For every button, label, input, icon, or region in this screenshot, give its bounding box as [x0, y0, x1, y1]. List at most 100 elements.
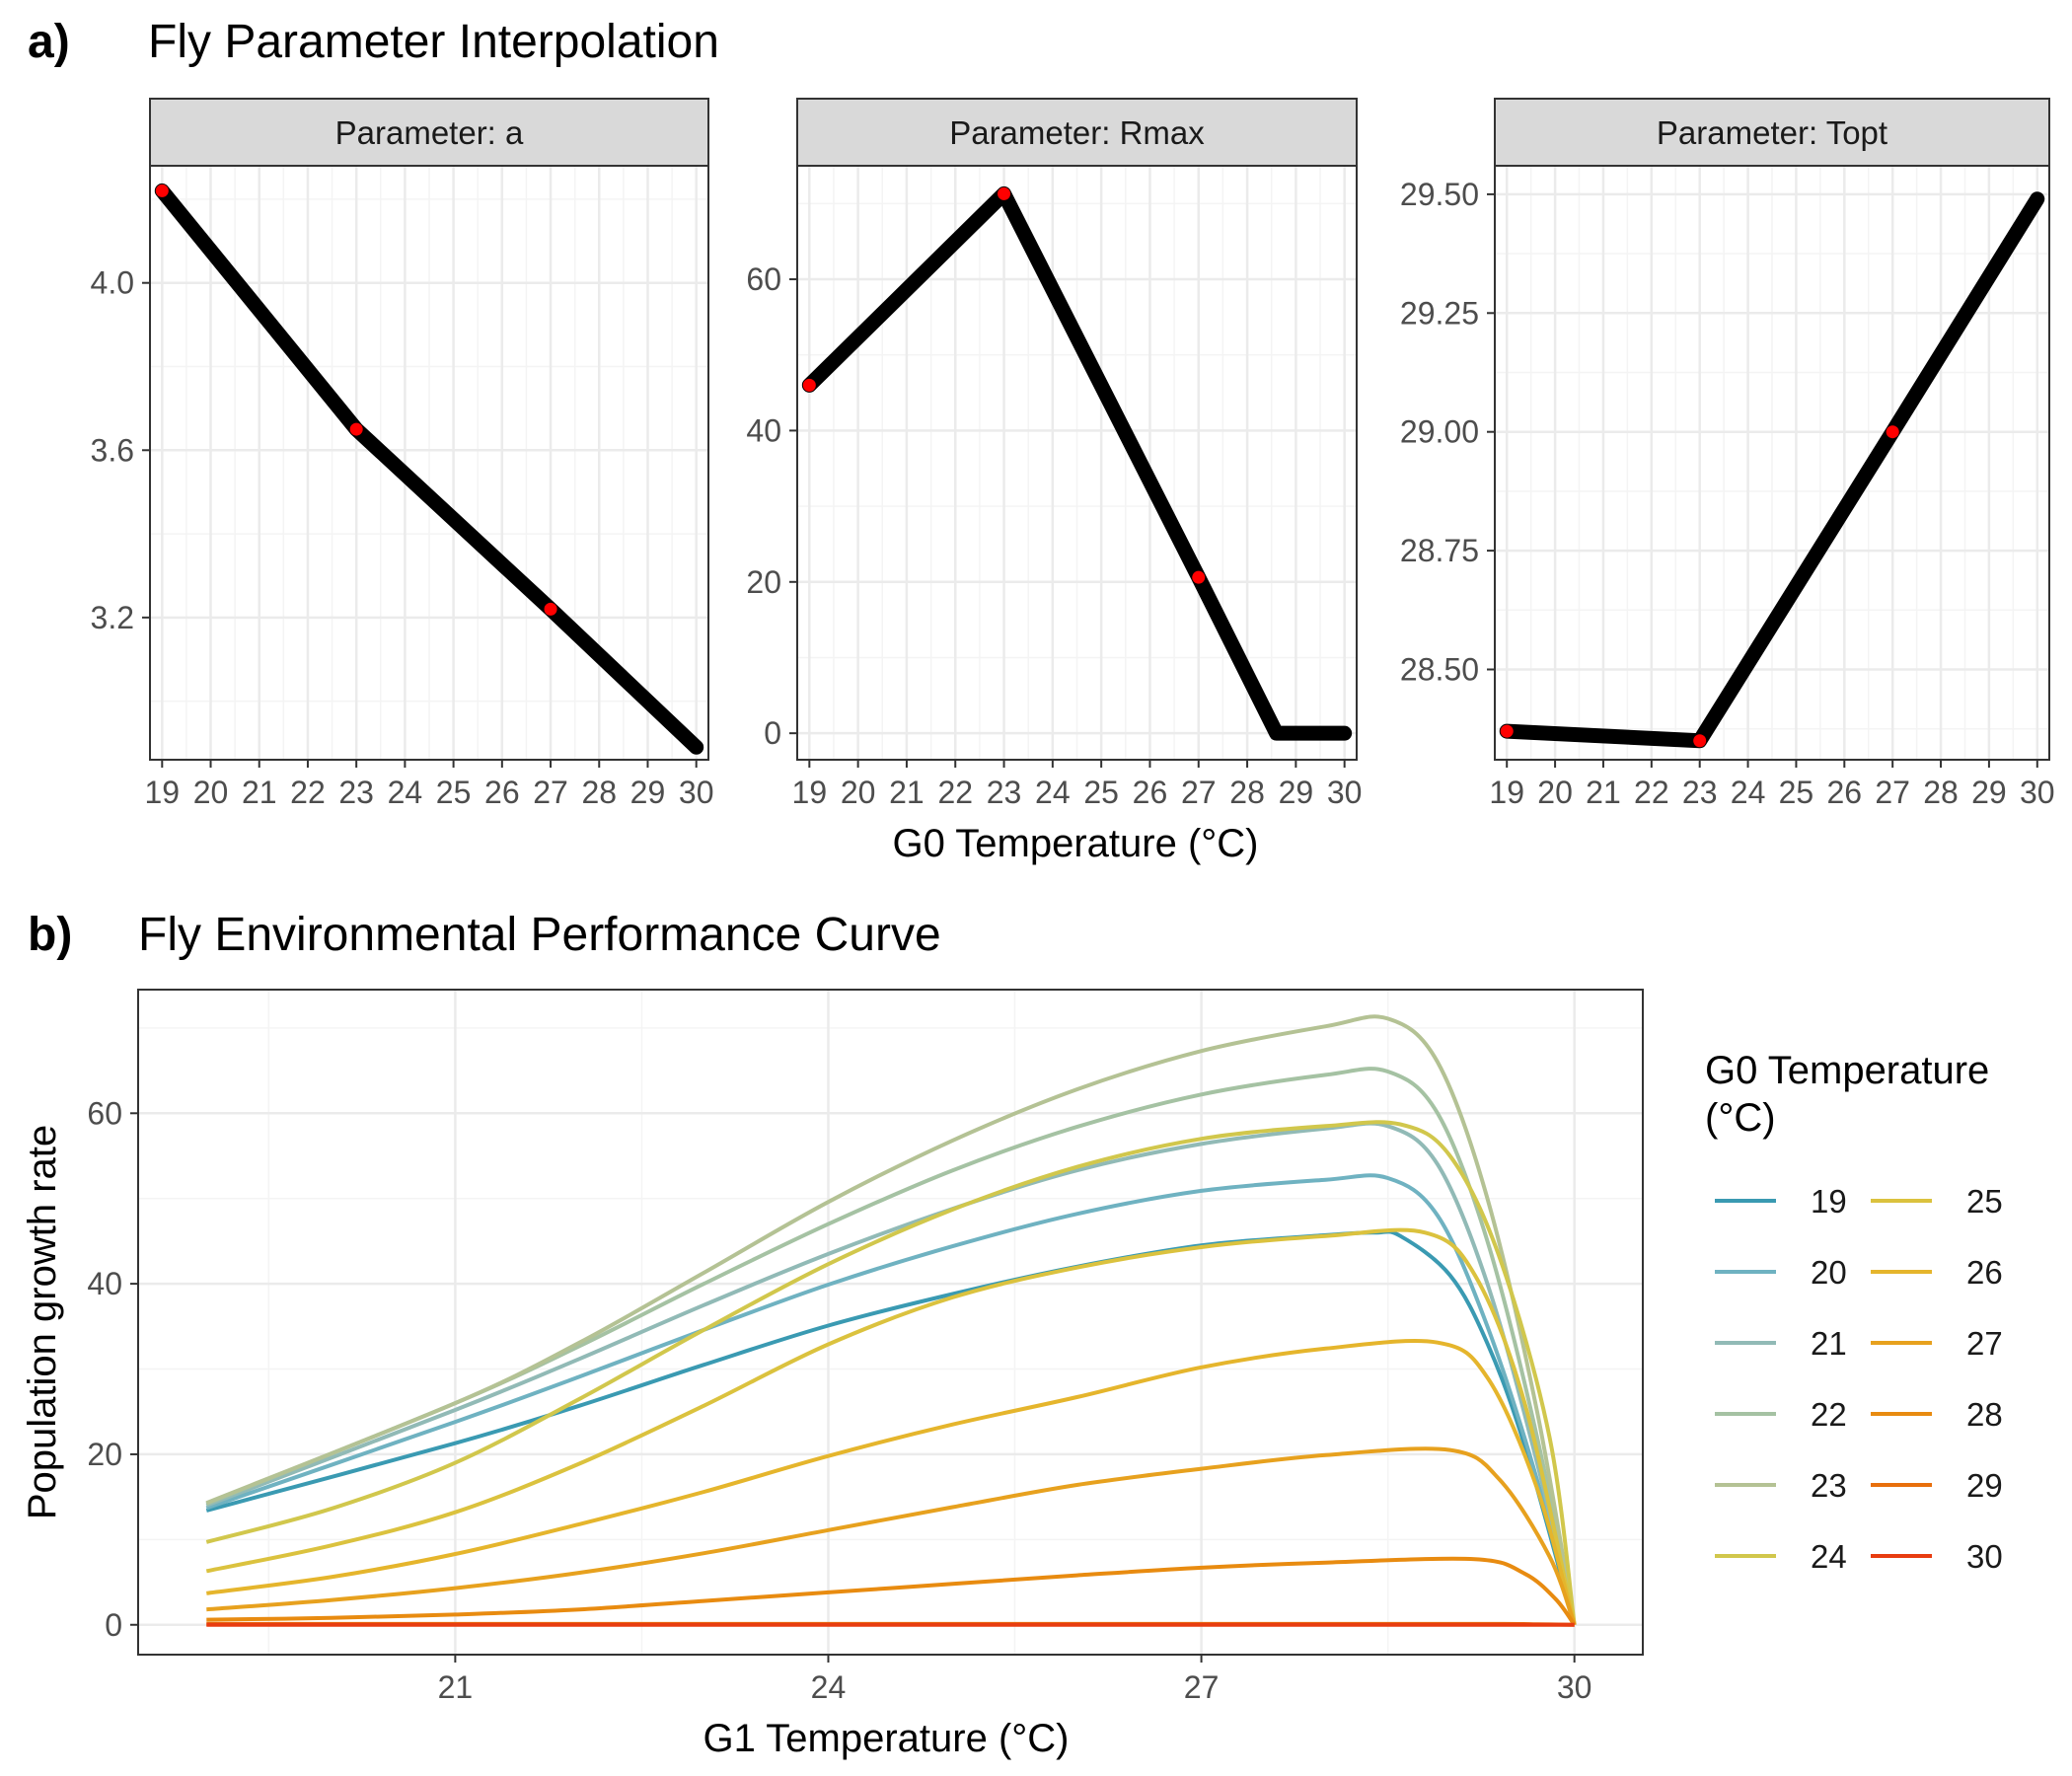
x-tick-label: 21: [889, 775, 925, 810]
y-tick-label: 29.25: [1400, 295, 1479, 331]
legend-label-29: 29: [1966, 1467, 2003, 1504]
knot-point: [1886, 425, 1899, 439]
x-tick-label: 19: [1489, 775, 1524, 810]
x-tick-label: 28: [1923, 775, 1959, 810]
x-tick-label: 21: [1586, 775, 1621, 810]
facet-strip: [149, 98, 709, 167]
x-tick-label: 22: [1634, 775, 1669, 810]
y-tick-label: 29.00: [1400, 414, 1479, 450]
series-line-21: [205, 1121, 1577, 1626]
legend-label-26: 26: [1966, 1254, 2003, 1291]
legend-title-line1: G0 Temperature: [1705, 1049, 1989, 1092]
facet-strip: [796, 98, 1358, 167]
x-tick-label: 26: [1827, 775, 1863, 810]
x-tick-label: 29: [630, 775, 666, 810]
facet-strip-label: Parameter: a: [335, 114, 524, 151]
facet-a-plot: Parameter: a 19 20 21 22 23 24 25 26 27 28 29 30 3.2 3…: [91, 98, 714, 810]
x-tick-label: 21: [242, 775, 277, 810]
x-tick-label: 27: [1181, 775, 1217, 810]
panel-border: [1494, 165, 2050, 761]
x-tick-label: 30: [1327, 775, 1363, 810]
panel-b-title: Fly Environmental Performance Curve: [138, 909, 941, 961]
x-tick-label: 20: [193, 775, 229, 810]
knot-point: [1500, 724, 1514, 738]
panel-b-x-axis-title: G1 Temperature (°C): [703, 1717, 1070, 1760]
legend-label-30: 30: [1966, 1538, 2003, 1575]
x-tick-label: 28: [1229, 775, 1265, 810]
x-tick-label: 27: [533, 775, 568, 810]
interpolated-line: [154, 183, 704, 755]
y-tick-label: 20: [746, 564, 781, 600]
knot-point: [349, 422, 363, 436]
panel-a-title: Fly Parameter Interpolation: [148, 16, 719, 68]
x-tick-label: 28: [581, 775, 617, 810]
series-line-23: [205, 1014, 1577, 1626]
x-tick-label: 23: [338, 775, 374, 810]
knot-point: [998, 186, 1011, 200]
x-tick-label: 23: [987, 775, 1022, 810]
legend-label-27: 27: [1966, 1325, 2003, 1362]
x-tick-label: 25: [436, 775, 472, 810]
interpolated-line: [1499, 191, 2045, 749]
panel-border: [796, 165, 1358, 761]
x-tick-label: 30: [2020, 775, 2055, 810]
facet-strip-label: Parameter: Topt: [1657, 114, 1887, 151]
x-tick-label: 23: [1682, 775, 1718, 810]
x-tick-label: 22: [290, 775, 326, 810]
facet-topt-plot: Parameter: Topt 19 20 21 22 23 24 25 26 27 28 29 30 2…: [1400, 98, 2055, 810]
x-tick-label: 22: [937, 775, 973, 810]
panel-border: [137, 989, 1644, 1656]
series-line-20: [205, 1173, 1577, 1626]
y-tick-label: 28.75: [1400, 533, 1479, 568]
series-line-27: [206, 1446, 1577, 1626]
legend-label-21: 21: [1811, 1325, 1847, 1362]
y-tick-label: 40: [746, 412, 781, 448]
legend-label-24: 24: [1811, 1538, 1847, 1575]
x-tick-label: 24: [811, 1669, 847, 1705]
knot-point: [1192, 570, 1206, 584]
series-line-22: [205, 1067, 1577, 1626]
panel-a-x-axis-title: G0 Temperature (°C): [893, 822, 1259, 865]
performance-curve-plot: 21 24 27 30 0 20 40 60: [87, 989, 1644, 1705]
knot-point: [1693, 734, 1707, 748]
series-line-24: [205, 1120, 1577, 1626]
y-tick-label: 40: [87, 1266, 122, 1301]
legend: G0 Temperature (°C) 19 20 21 22 23 24 25 26 27 28…: [1705, 1049, 2003, 1575]
y-tick-label: 4.0: [91, 265, 134, 301]
x-tick-label: 26: [1133, 775, 1168, 810]
panel-b-letter: b): [28, 909, 72, 961]
panel-border: [149, 165, 709, 761]
x-tick-label: 26: [484, 775, 520, 810]
y-tick-label: 0: [105, 1607, 122, 1643]
x-tick-label: 24: [1731, 775, 1766, 810]
legend-label-20: 20: [1811, 1254, 1847, 1291]
x-tick-label: 24: [388, 775, 423, 810]
x-tick-label: 30: [1557, 1669, 1592, 1705]
legend-label-22: 22: [1811, 1396, 1847, 1433]
y-tick-label: 60: [87, 1095, 122, 1131]
y-tick-label: 20: [87, 1437, 122, 1472]
y-tick-label: 0: [764, 715, 781, 751]
legend-title-line2: (°C): [1705, 1096, 1776, 1140]
x-tick-label: 19: [145, 775, 181, 810]
x-tick-label: 29: [1971, 775, 2007, 810]
x-tick-label: 19: [792, 775, 828, 810]
knot-point: [155, 184, 169, 197]
facet-rmax-plot: Parameter: Rmax 19 20 21 22 23 24 25 26 27 28 29 30 0…: [746, 98, 1363, 810]
series-line-28: [206, 1556, 1577, 1626]
x-tick-label: 29: [1279, 775, 1314, 810]
knot-point: [544, 602, 557, 616]
knot-point: [802, 378, 816, 392]
y-tick-label: 28.50: [1400, 651, 1479, 687]
y-tick-label: 3.6: [91, 432, 134, 468]
panel-b-y-axis-title: Population growth rate: [21, 1125, 64, 1519]
legend-label-28: 28: [1966, 1396, 2003, 1433]
x-tick-label: 20: [841, 775, 876, 810]
x-tick-label: 25: [1083, 775, 1119, 810]
y-tick-label: 60: [746, 261, 781, 297]
x-tick-label: 24: [1035, 775, 1071, 810]
x-tick-label: 20: [1537, 775, 1573, 810]
panel-a-letter: a): [28, 16, 70, 68]
x-tick-label: 30: [679, 775, 714, 810]
series-line-25: [205, 1227, 1577, 1626]
